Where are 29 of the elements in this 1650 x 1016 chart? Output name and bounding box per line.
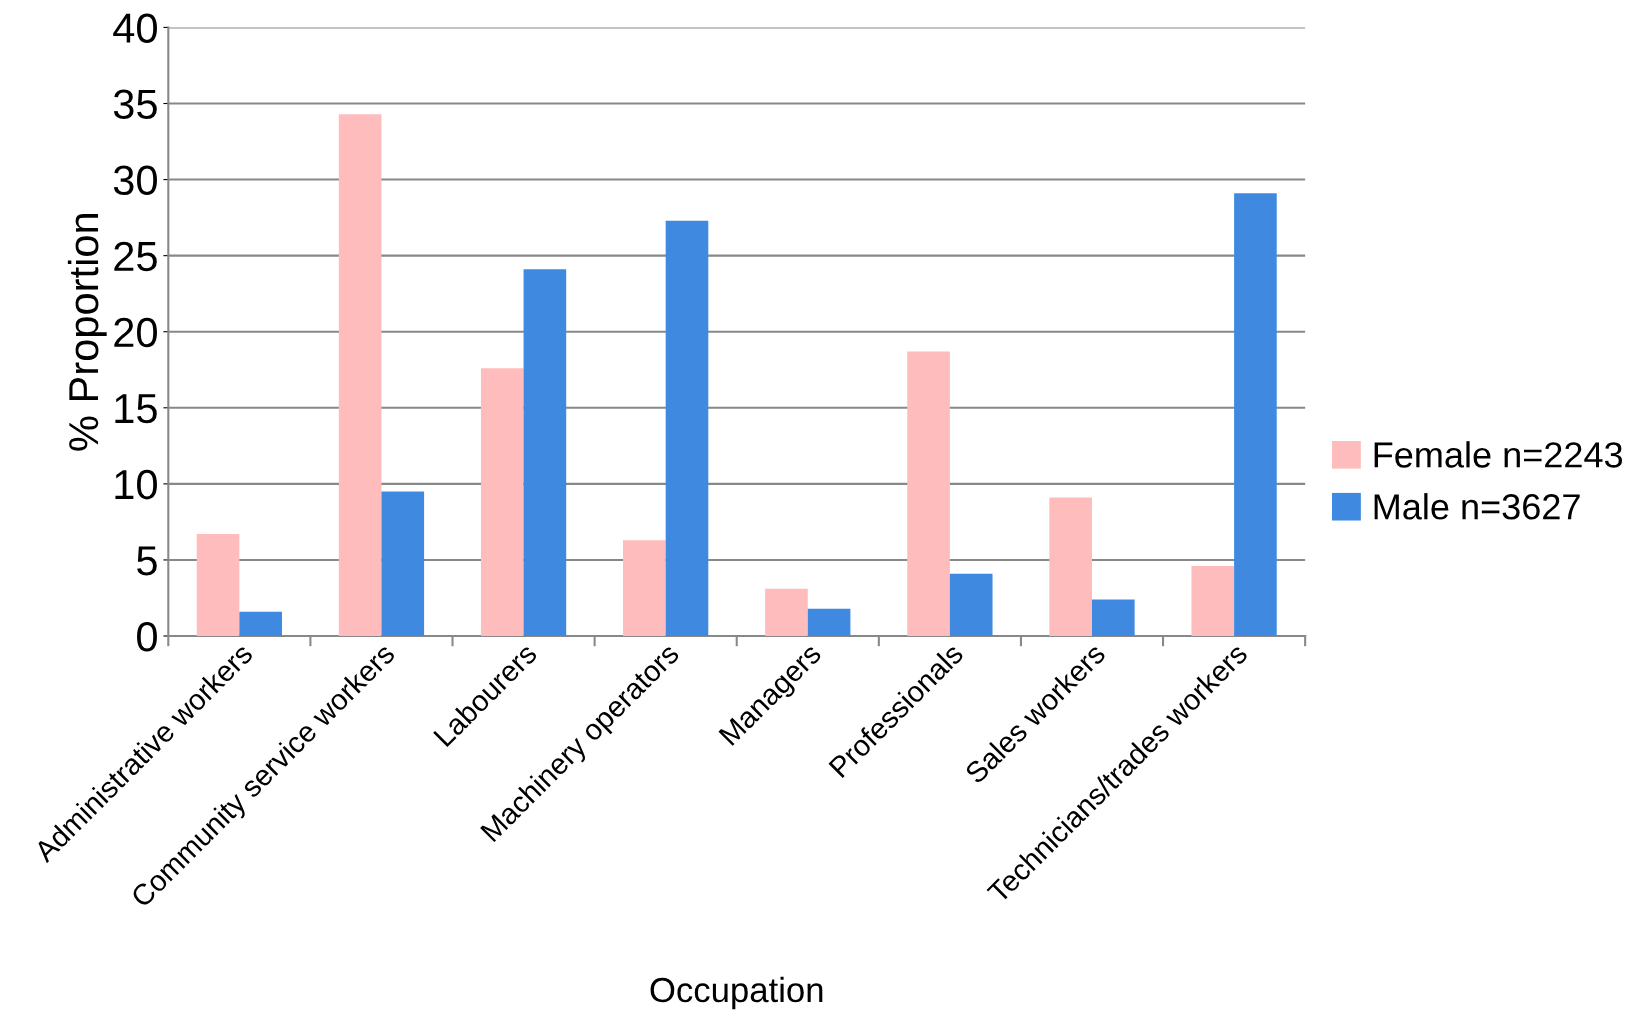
y-tick-label: 35 bbox=[113, 89, 157, 120]
bar bbox=[1234, 193, 1277, 637]
y-tick-label: 30 bbox=[113, 165, 157, 196]
legend-label: Male n=3627 bbox=[1374, 493, 1580, 520]
bar bbox=[765, 588, 808, 637]
bar bbox=[665, 220, 709, 637]
bar bbox=[1049, 497, 1092, 637]
y-tick-label: 20 bbox=[114, 317, 157, 348]
bar bbox=[523, 269, 567, 637]
bar bbox=[1191, 566, 1235, 637]
bar bbox=[196, 534, 240, 637]
bar bbox=[623, 540, 666, 637]
bar bbox=[239, 611, 282, 637]
x-axis-title: Occupation bbox=[650, 976, 823, 1010]
bar bbox=[480, 368, 524, 637]
y-tick-label: 5 bbox=[137, 546, 157, 576]
y-tick-label: 15 bbox=[115, 394, 157, 424]
bar bbox=[338, 114, 382, 637]
y-tick-label: 40 bbox=[113, 13, 157, 43]
bar bbox=[907, 351, 950, 637]
bar bbox=[381, 491, 425, 637]
bar bbox=[1091, 599, 1135, 637]
y-tick-label: 25 bbox=[114, 241, 157, 272]
y-tick-label: 10 bbox=[115, 469, 157, 500]
bar bbox=[807, 608, 851, 637]
y-tick-label: 0 bbox=[137, 622, 157, 652]
legend-label: Female n=2243 bbox=[1374, 441, 1623, 468]
y-axis-title: % Proportion bbox=[67, 213, 107, 451]
bar bbox=[949, 573, 993, 637]
